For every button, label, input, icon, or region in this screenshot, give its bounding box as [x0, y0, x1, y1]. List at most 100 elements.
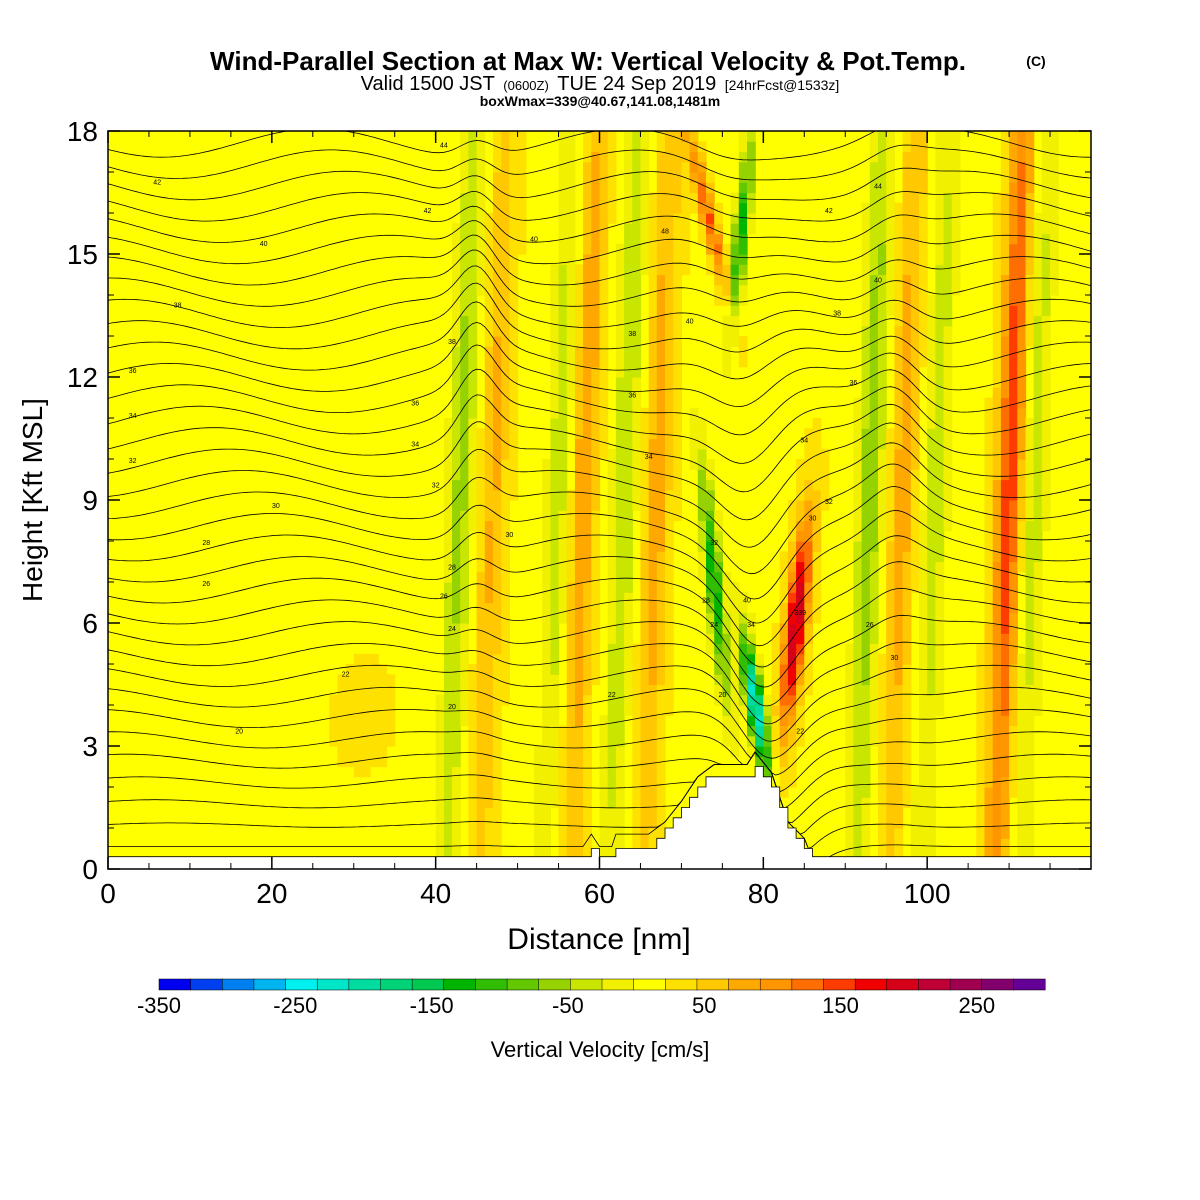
velocity-cell	[763, 766, 773, 778]
velocity-cell	[493, 356, 502, 368]
velocity-cell	[902, 633, 912, 645]
velocity-cell	[730, 254, 740, 265]
velocity-cell	[501, 161, 510, 173]
velocity-cell	[1025, 541, 1035, 552]
velocity-cell	[656, 633, 666, 645]
velocity-cell	[566, 694, 576, 706]
velocity-cell	[501, 315, 510, 327]
velocity-cell	[583, 172, 592, 183]
velocity-cell	[910, 213, 920, 224]
velocity-cell	[1000, 633, 1010, 645]
velocity-cell	[796, 469, 805, 481]
velocity-cell	[878, 694, 887, 706]
velocity-cell	[894, 387, 904, 399]
contour-label: 42	[424, 208, 432, 215]
velocity-cell	[853, 694, 863, 706]
velocity-cell	[935, 633, 945, 645]
velocity-cell	[861, 838, 871, 850]
velocity-cell	[1041, 448, 1051, 460]
velocity-cell	[902, 387, 912, 399]
velocity-cell	[337, 735, 347, 747]
velocity-cell	[550, 684, 560, 696]
velocity-cell	[919, 192, 928, 204]
velocity-cell	[869, 571, 879, 583]
velocity-cell	[935, 233, 945, 245]
velocity-cell	[468, 141, 478, 153]
velocity-cell	[1000, 295, 1010, 306]
velocity-cell	[640, 151, 650, 163]
velocity-cell	[1025, 592, 1035, 604]
theta-contour	[108, 641, 1091, 725]
velocity-cell	[927, 571, 936, 583]
velocity-cell	[665, 448, 674, 460]
velocity-cell	[919, 715, 928, 727]
velocity-cell	[738, 295, 748, 306]
velocity-cell	[476, 151, 486, 163]
velocity-cell	[1025, 500, 1035, 511]
velocity-cell	[558, 520, 568, 532]
velocity-cell	[558, 264, 568, 276]
velocity-cell	[607, 766, 617, 778]
velocity-cell	[992, 592, 1002, 604]
velocity-cell	[943, 510, 953, 522]
velocity-cell	[1000, 715, 1010, 727]
velocity-cell	[468, 151, 478, 163]
velocity-cell	[697, 213, 707, 224]
velocity-cell	[1009, 161, 1018, 173]
velocity-cell	[574, 561, 584, 573]
velocity-cell	[378, 756, 388, 768]
velocity-cell	[583, 315, 592, 327]
velocity-cell	[869, 213, 879, 224]
velocity-cell	[648, 305, 658, 317]
velocity-cell	[1000, 356, 1010, 368]
contour-label: 36	[628, 393, 636, 400]
velocity-cell	[697, 459, 707, 470]
velocity-cell	[656, 664, 666, 675]
velocity-cell	[624, 377, 633, 388]
velocity-cell	[976, 694, 986, 706]
velocity-cell	[624, 643, 633, 655]
velocity-cell	[902, 571, 912, 583]
velocity-cell	[927, 325, 936, 337]
velocity-cell	[927, 500, 936, 511]
velocity-cell	[869, 612, 879, 624]
velocity-cell	[1000, 735, 1010, 747]
velocity-cell	[935, 448, 945, 460]
velocity-cell	[509, 131, 519, 142]
velocity-cell	[484, 633, 494, 645]
velocity-cell	[779, 633, 789, 645]
velocity-cell	[845, 674, 855, 686]
velocity-cell	[574, 797, 584, 809]
velocity-cell	[812, 428, 822, 440]
velocity-cell	[607, 561, 617, 573]
velocity-cell	[550, 274, 560, 286]
velocity-cell	[1025, 489, 1035, 501]
velocity-cell	[484, 305, 494, 317]
velocity-cell	[878, 530, 887, 542]
velocity-cell	[566, 776, 576, 788]
velocity-cell	[591, 233, 601, 245]
velocity-cell	[878, 448, 887, 460]
velocity-cell	[615, 489, 625, 501]
velocity-cell	[804, 623, 814, 634]
velocity-cell	[640, 582, 650, 593]
velocity-cell	[943, 469, 953, 481]
velocity-cell	[624, 284, 633, 296]
velocity-cell	[919, 776, 928, 788]
velocity-cell	[919, 653, 928, 665]
velocity-cell	[501, 407, 510, 419]
velocity-cell	[607, 213, 617, 224]
velocity-cell	[460, 131, 469, 142]
velocity-cell	[1009, 561, 1018, 573]
velocity-cell	[951, 151, 961, 163]
velocity-cell	[378, 715, 388, 727]
velocity-cell	[452, 520, 461, 532]
velocity-cell	[992, 202, 1002, 214]
velocity-cell	[1041, 479, 1051, 491]
velocity-cell	[878, 233, 887, 245]
velocity-cell	[632, 438, 642, 450]
velocity-cell	[755, 664, 764, 675]
velocity-cell	[574, 418, 584, 429]
velocity-cell	[1050, 243, 1059, 255]
velocity-cell	[910, 325, 920, 337]
